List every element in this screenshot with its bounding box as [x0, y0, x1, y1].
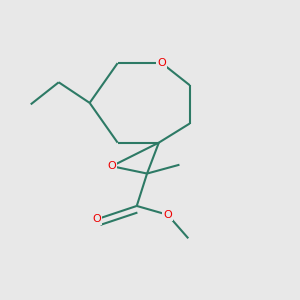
Text: O: O — [163, 210, 172, 220]
Text: O: O — [107, 161, 116, 171]
Text: O: O — [158, 58, 166, 68]
Text: O: O — [93, 214, 101, 224]
